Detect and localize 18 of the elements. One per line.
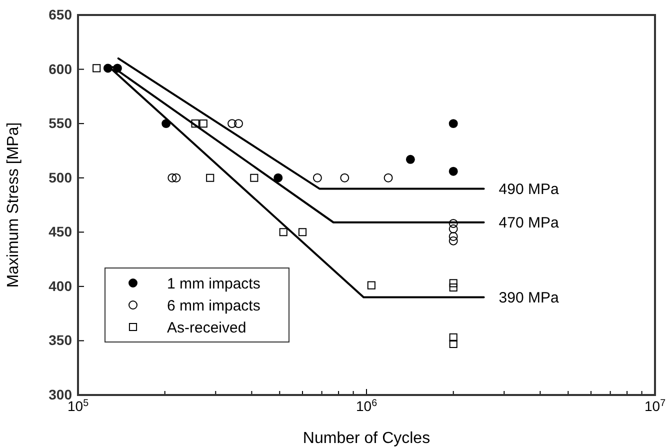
x-tick-label: 10$^{7}$	[644, 397, 666, 414]
y-tick-label: 600	[48, 60, 72, 77]
legend-label: 6 mm impacts	[167, 297, 260, 314]
y-tick-label: 300	[48, 386, 72, 402]
x-axis-title: Number of Cycles	[302, 430, 430, 447]
y-axis-title: Maximum Stress [MPa]	[5, 122, 22, 288]
legend-label: As-received	[167, 319, 246, 336]
annotation: 470 MPa	[498, 214, 560, 232]
annotation: 490 MPa	[498, 180, 560, 198]
y-tick-label: 400	[48, 278, 72, 294]
y-tick-label: 550	[48, 115, 72, 132]
legend-label: 1 mm impacts	[167, 275, 260, 292]
y-tick-label: 500	[48, 169, 72, 186]
y-tick-label: 350	[48, 332, 72, 348]
y-tick-label: 450	[48, 224, 72, 240]
y-tick-label: 650	[48, 6, 72, 22]
x-tick-label: 10$^{6}$	[356, 397, 378, 414]
annotation: 390 MPa	[498, 290, 560, 307]
